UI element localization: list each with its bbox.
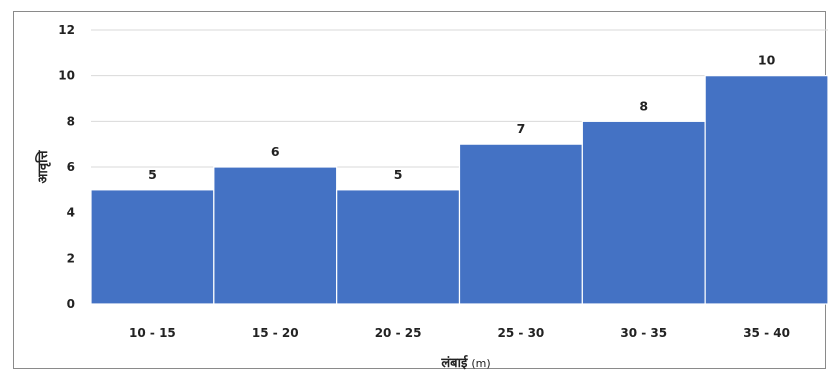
x-tick-label: 35 - 40 [743,326,790,340]
data-label: 7 [517,121,526,136]
x-axis-unit: (m) [471,357,490,370]
bars [90,75,829,305]
data-labels: 5 6 5 7 8 10 [148,53,776,182]
bar [213,166,338,305]
data-label: 6 [271,144,280,159]
data-label: 5 [394,167,403,182]
x-tick-label: 15 - 20 [252,326,299,340]
y-tick-labels: 0 2 4 6 8 10 12 [58,23,75,311]
bar [458,143,583,305]
y-tick-label: 0 [67,297,75,311]
bar [90,189,215,305]
y-tick-label: 6 [67,160,75,174]
x-tick-label: 25 - 30 [498,326,545,340]
y-tick-label: 8 [67,114,75,128]
y-axis-title: आवृत्ति [35,150,51,184]
data-label: 8 [639,98,648,113]
x-tick-label: 30 - 35 [620,326,667,340]
x-axis-title: लंबाई (m) [440,355,490,371]
x-tick-labels: 10 - 15 15 - 20 20 - 25 25 - 30 30 - 35 35 - … [129,326,790,340]
y-tick-label: 10 [58,69,75,83]
y-tick-label: 2 [67,251,75,265]
data-label: 5 [148,167,157,182]
bar [581,120,706,305]
data-label: 10 [758,53,776,68]
x-axis-title-text: लंबाई [440,355,468,371]
y-tick-label: 4 [67,206,75,220]
x-tick-label: 20 - 25 [375,326,422,340]
x-tick-label: 10 - 15 [129,326,176,340]
y-tick-label: 12 [58,23,75,37]
bar [336,189,461,305]
bar [704,75,829,305]
